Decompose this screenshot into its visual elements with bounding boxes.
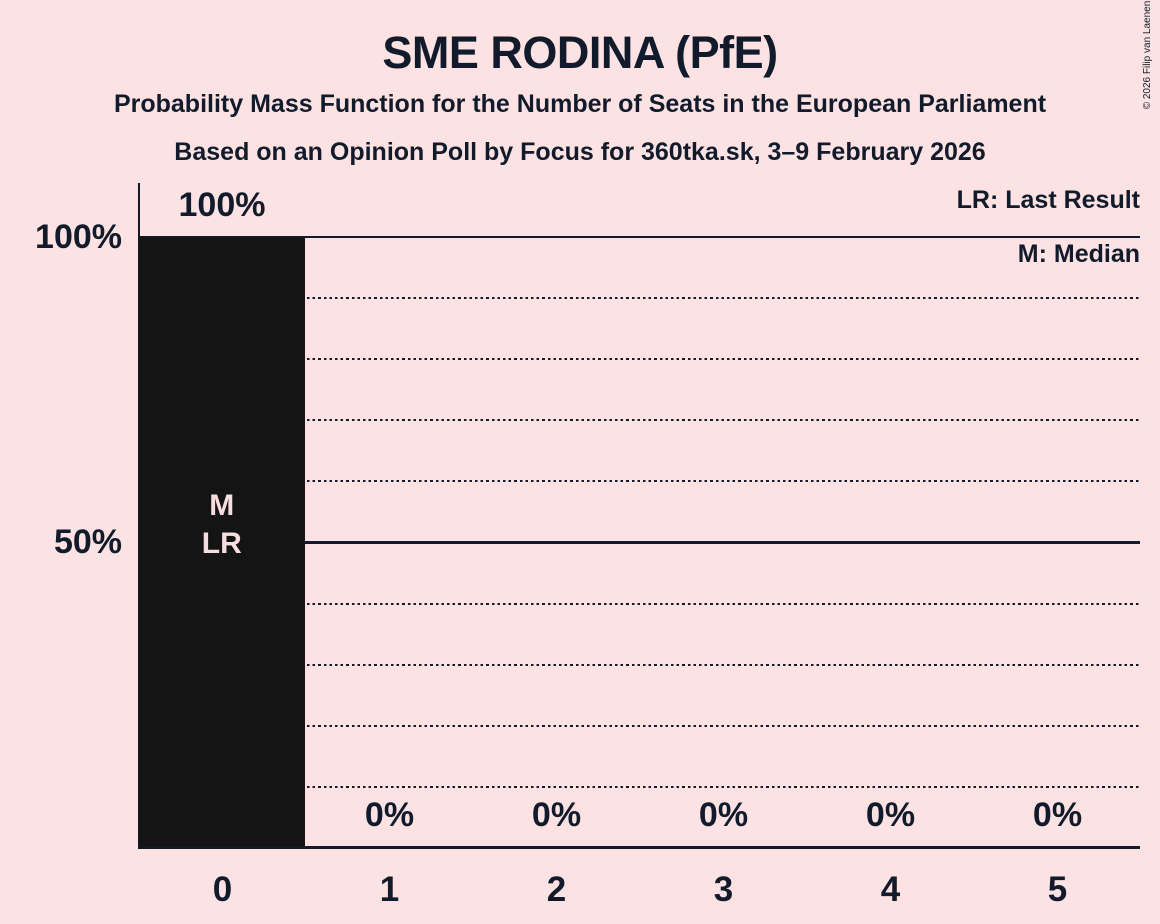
legend-last-result: LR: Last Result	[956, 186, 1140, 214]
gridline-40	[139, 602, 1140, 605]
bar-value-label-2: 0%	[531, 796, 582, 834]
x-tick-1: 1	[379, 870, 400, 909]
chart-source-line: Based on an Opinion Poll by Focus for 36…	[174, 138, 986, 166]
gridline-20	[139, 724, 1140, 727]
gridline-90	[139, 297, 1140, 300]
gridline-60	[139, 480, 1140, 483]
gridline-30	[139, 663, 1140, 666]
legend-median: M: Median	[1017, 240, 1140, 268]
gridline-70	[139, 419, 1140, 422]
x-tick-2: 2	[546, 870, 567, 909]
copyright-notice: © 2026 Filip van Laenen	[1142, 0, 1153, 110]
bar-value-label-3: 0%	[698, 796, 749, 834]
bar-value-label-0: 100%	[178, 186, 266, 224]
bar-value-label-5: 0%	[1032, 796, 1083, 834]
chart-title: SME RODINA (PfE)	[382, 27, 778, 78]
y-axis-label-50: 50%	[53, 523, 122, 561]
y-axis-label-100: 100%	[35, 218, 122, 256]
x-tick-4: 4	[880, 870, 901, 909]
x-tick-3: 3	[713, 870, 734, 909]
gridline-50	[139, 541, 1140, 544]
bar-value-label-1: 0%	[364, 796, 415, 834]
y-axis-line	[137, 183, 140, 848]
gridline-100	[139, 236, 1140, 239]
gridline-10	[139, 785, 1140, 788]
x-tick-0: 0	[212, 870, 233, 909]
bar-seats-0	[139, 236, 305, 847]
gridline-80	[139, 358, 1140, 361]
x-axis-line	[137, 846, 1140, 849]
bar-value-label-4: 0%	[865, 796, 916, 834]
bar-median-lastresult-annotation: M LR	[201, 489, 242, 560]
chart-subtitle: Probability Mass Function for the Number…	[113, 90, 1047, 118]
x-tick-5: 5	[1047, 870, 1068, 909]
